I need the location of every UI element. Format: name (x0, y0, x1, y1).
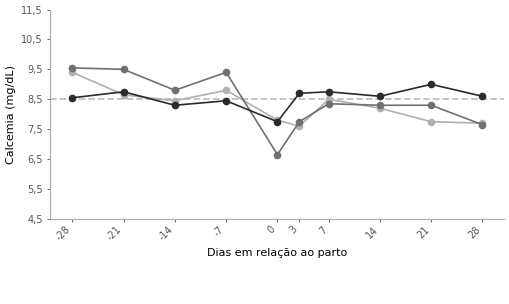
Confinamento (172, 99, 178, 102)
Pastejo (69, 96, 75, 100)
Pastejo (222, 99, 229, 102)
Confinamento (478, 121, 485, 125)
Pastejo (274, 120, 280, 123)
Pastejo (296, 92, 302, 95)
Pastejo (172, 103, 178, 107)
Pastejo e confinamento (120, 67, 126, 71)
Confinamento (296, 124, 302, 128)
Confinamento (325, 98, 331, 101)
Pastejo e confinamento (222, 71, 229, 74)
Pastejo (478, 95, 485, 98)
Pastejo e confinamento (325, 102, 331, 105)
Line: Confinamento: Confinamento (69, 69, 485, 129)
Pastejo e confinamento (478, 123, 485, 126)
Pastejo (428, 82, 434, 86)
Confinamento (120, 93, 126, 97)
Pastejo e confinamento (274, 153, 280, 157)
Confinamento (274, 118, 280, 122)
Confinamento (69, 71, 75, 74)
Pastejo e confinamento (376, 103, 382, 107)
Pastejo (120, 90, 126, 94)
Pastejo e confinamento (172, 88, 178, 92)
X-axis label: Dias em relação ao parto: Dias em relação ao parto (207, 248, 347, 258)
Pastejo e confinamento (296, 120, 302, 123)
Y-axis label: Calcemia (mg/dL): Calcemia (mg/dL) (6, 65, 16, 164)
Pastejo e confinamento (69, 66, 75, 70)
Confinamento (376, 106, 382, 110)
Pastejo (325, 90, 331, 94)
Line: Pastejo e confinamento: Pastejo e confinamento (69, 65, 485, 158)
Pastejo e confinamento (428, 103, 434, 107)
Confinamento (428, 120, 434, 123)
Pastejo (376, 95, 382, 98)
Line: Pastejo: Pastejo (69, 81, 485, 125)
Confinamento (222, 88, 229, 92)
